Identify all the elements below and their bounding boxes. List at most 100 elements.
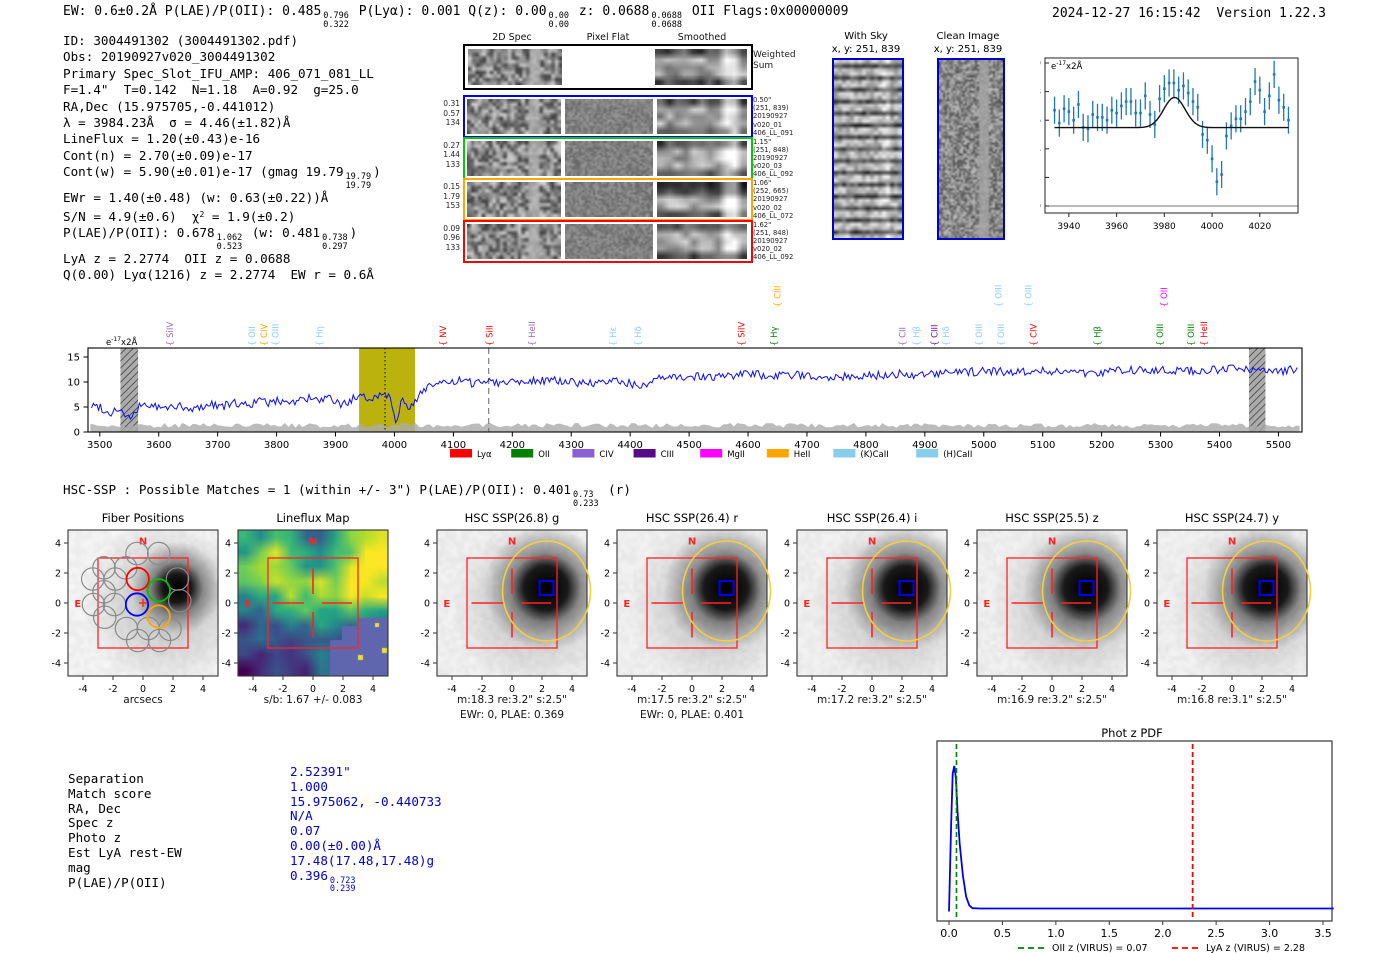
fiber-id-line: 1.15" bbox=[753, 137, 772, 146]
data-point bbox=[1163, 87, 1166, 91]
match-value: 15.975062, -0.440733 bbox=[290, 793, 442, 809]
tick-label: 0 bbox=[140, 684, 146, 695]
fiber-row-2 bbox=[463, 178, 753, 221]
cutout-overlay: -4 -4 -2 -2 0 0 2 2 4 4 N E bbox=[52, 529, 219, 695]
cutout-caption: arcsecs bbox=[123, 694, 163, 706]
legend-swatch bbox=[700, 449, 723, 458]
data-point bbox=[1287, 118, 1290, 122]
tick-label: -2 bbox=[657, 684, 666, 695]
cutout-axes-box bbox=[1156, 529, 1308, 677]
selected-fiber-circle bbox=[146, 604, 171, 629]
tick-label: 4000 bbox=[1201, 222, 1224, 232]
data-point bbox=[1058, 121, 1061, 125]
cutout-overlay: -4 -4 -2 -2 0 0 2 2 4 4 N E bbox=[421, 529, 592, 695]
match-value: 0.396 0.723 0.239 bbox=[290, 867, 356, 895]
tick-label: 5000 bbox=[971, 440, 996, 451]
tick-label: 0 bbox=[55, 599, 61, 610]
fiber-row-0 bbox=[463, 95, 753, 138]
tick-label: 3980 bbox=[1153, 222, 1176, 232]
line-fit-inset-plot: 3940 3960 3980 4000 4020 0 2 4 6 8 10 bbox=[1040, 57, 1299, 232]
emission-line-marker: { CII bbox=[898, 327, 908, 346]
tick-label: 3900 bbox=[323, 440, 348, 451]
cutout-axes-box bbox=[436, 529, 588, 677]
fiber-circle bbox=[146, 541, 171, 566]
tick-label: -4 bbox=[627, 684, 636, 695]
data-point bbox=[1263, 110, 1266, 113]
tick-label: 4 bbox=[604, 539, 610, 550]
data-point bbox=[1143, 94, 1147, 98]
tick-label: 0 bbox=[424, 599, 430, 610]
match-value: N/A bbox=[290, 808, 313, 824]
data-point bbox=[1086, 127, 1090, 131]
legend-label: (H)CaII bbox=[943, 450, 972, 460]
tick-label: 0 bbox=[1049, 684, 1055, 695]
emission-line-marker: { OII bbox=[248, 326, 258, 346]
info-line: F=1.4" T=0.142 N=1.18 A=0.92 g=25.0 bbox=[63, 82, 359, 98]
tick-label: -2 bbox=[421, 629, 430, 640]
tick-label: 2.0 bbox=[1154, 927, 1172, 940]
tick-label: -2 bbox=[222, 629, 231, 640]
detection-info-block: ID: 3004491302 (3004491302.pdf) Obs: 2019… bbox=[63, 33, 381, 284]
masked-region-band bbox=[120, 348, 139, 432]
cutout-caption: m:17.5 re:3.2" s:2.5" bbox=[637, 694, 747, 706]
tick-label: 4000 bbox=[382, 440, 407, 451]
tick-label: -2 bbox=[1017, 684, 1026, 695]
tick-label: -4 bbox=[52, 659, 61, 670]
data-point bbox=[1062, 107, 1066, 111]
data-point bbox=[1129, 100, 1133, 103]
cutout-axes-box bbox=[796, 529, 948, 677]
emission-line-marker: { Hδ bbox=[634, 326, 644, 346]
data-point bbox=[1282, 106, 1285, 109]
spectrum-unit-label: e-17x2Å bbox=[106, 336, 138, 348]
tick-label: 10 bbox=[1040, 59, 1041, 69]
emission-line-marker: { OIII bbox=[1025, 285, 1035, 307]
report-version: Version 1.22.3 bbox=[1216, 6, 1326, 21]
tick-label: 4900 bbox=[912, 440, 937, 451]
info-line: EWr = 1.40(±0.48) (w: 0.63(±0.22))Å bbox=[63, 190, 329, 206]
tick-label: 0 bbox=[225, 599, 231, 610]
tick-label: 2 bbox=[784, 569, 790, 580]
catalog-position-box bbox=[538, 580, 555, 596]
data-point bbox=[1053, 108, 1056, 112]
weighted-sum-2dspec-image bbox=[468, 49, 562, 85]
emission-line-marker: { CIII bbox=[774, 285, 784, 307]
cutout-title: Lineflux Map bbox=[276, 511, 350, 525]
cutout-title: HSC SSP(26.8) g bbox=[464, 511, 560, 525]
legend-swatch bbox=[450, 449, 472, 458]
fiber-row-weights: 0.15 1.79 153 bbox=[420, 182, 460, 211]
tick-label: 4700 bbox=[794, 440, 819, 451]
fiber-id-line: 20190927 bbox=[753, 236, 788, 245]
data-point bbox=[1148, 113, 1152, 116]
match-label: Separation bbox=[68, 771, 144, 786]
info-line: P(LAE)/P(OII): 0.678 1.062 0.523 (w: 0.481… bbox=[63, 225, 358, 252]
tick-label: -2 bbox=[477, 684, 486, 695]
cutout-overlay: -4 -4 -2 -2 0 0 2 2 4 4 N E bbox=[1141, 529, 1312, 695]
lineflux-map-image bbox=[238, 530, 388, 676]
weighted-sum-box bbox=[463, 44, 753, 90]
tick-label: 2 bbox=[170, 684, 176, 695]
data-point bbox=[1206, 138, 1209, 142]
weight-value: 0.31 bbox=[443, 99, 460, 108]
tick-label: 1.0 bbox=[1047, 927, 1065, 940]
tick-label: 2 bbox=[1079, 684, 1085, 695]
target-box bbox=[97, 557, 189, 649]
tick-label: N bbox=[508, 537, 516, 548]
tick-label: 2 bbox=[225, 569, 231, 580]
fiber-row-pixelflat-image bbox=[565, 99, 653, 134]
cutout-image bbox=[797, 530, 947, 676]
fiber-row-pixelflat-image bbox=[565, 140, 653, 176]
data-point bbox=[1277, 98, 1281, 102]
data-point bbox=[1172, 81, 1176, 85]
tick-label: 2.5 bbox=[1207, 927, 1225, 940]
fiber-id-line: 406_LL_072 bbox=[753, 211, 794, 220]
selected-fiber-circle bbox=[125, 566, 150, 592]
tick-label: 2 bbox=[604, 569, 610, 580]
catalog-position-box bbox=[718, 580, 735, 596]
emission-line-marker: { OIII bbox=[1187, 324, 1197, 346]
weight-value: 0.15 bbox=[443, 182, 460, 191]
fiber-row-smoothed-image bbox=[657, 99, 747, 134]
tick-label: 4 bbox=[964, 539, 970, 550]
catalog-position-box bbox=[898, 580, 915, 596]
weight-value: 0.57 bbox=[443, 108, 460, 118]
